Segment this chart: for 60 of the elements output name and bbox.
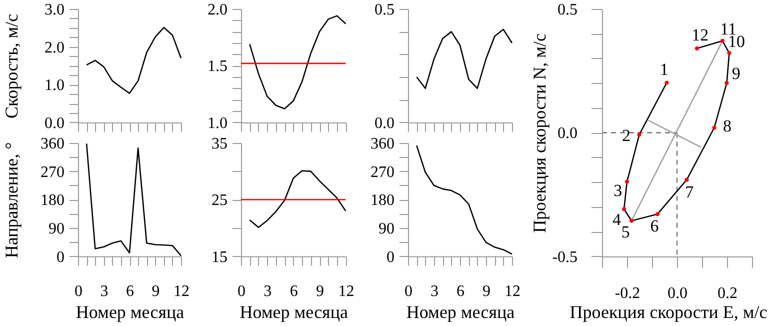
y-tick-label: 270 bbox=[40, 164, 64, 181]
x-tick-label: 12 bbox=[338, 282, 354, 300]
y-tick-label: 1.0 bbox=[44, 77, 65, 94]
annotation: 8 bbox=[722, 116, 732, 136]
x-tick-label: 9 bbox=[152, 282, 160, 300]
y-tick-label: 3.0 bbox=[44, 2, 65, 19]
y-axis-title: Направление, ° bbox=[2, 142, 22, 258]
annotation: 6 bbox=[650, 217, 659, 236]
x-tick-label: 0.0 bbox=[668, 285, 688, 302]
annotation: 3 bbox=[614, 181, 622, 200]
y-tick-label: 180 bbox=[370, 192, 394, 209]
x-tick-label: 9 bbox=[316, 282, 324, 300]
x-axis-title: Номер месяца bbox=[76, 301, 184, 322]
x-tick-label: 12 bbox=[504, 282, 520, 300]
annotation: 12 bbox=[692, 26, 709, 46]
y-tick-label: 2.0 bbox=[44, 40, 65, 57]
annotation: 1 bbox=[660, 60, 668, 80]
y-tick-label: 35 bbox=[212, 135, 228, 152]
x-axis-title: Номер месяца bbox=[240, 301, 348, 322]
y-tick-label: 180 bbox=[40, 192, 64, 209]
y-tick-label: 0 bbox=[56, 248, 64, 266]
x-tick-label: 6 bbox=[456, 282, 464, 300]
x-tick-label: 12 bbox=[174, 282, 190, 300]
y-tick-label: 2.0 bbox=[208, 2, 228, 19]
annotation: 7 bbox=[685, 182, 694, 202]
x-tick-label: 6 bbox=[126, 282, 134, 300]
y-tick-label: 15 bbox=[212, 248, 228, 266]
annotation: 2 bbox=[622, 126, 631, 146]
x-tick-label: 3 bbox=[430, 282, 438, 300]
x-axis-title: Номер месяца bbox=[406, 301, 515, 322]
y-tick-label: 360 bbox=[40, 135, 64, 152]
y-tick-label: 0 bbox=[386, 248, 394, 266]
y-tick-label: 0.5 bbox=[374, 2, 395, 19]
x-tick-label: 0 bbox=[404, 282, 412, 300]
x-tick-label: 6 bbox=[290, 282, 298, 300]
y-tick-label: 1.0 bbox=[208, 115, 228, 132]
y-tick-label: 0.0 bbox=[558, 126, 578, 143]
y-tick-label: 270 bbox=[370, 164, 394, 181]
annotation: 5 bbox=[621, 222, 630, 242]
y-tick-label: 0.0 bbox=[374, 115, 395, 132]
y-tick-label: 90 bbox=[48, 220, 65, 238]
annotation: 9 bbox=[732, 64, 740, 84]
y-tick-label: 0.5 bbox=[558, 2, 578, 19]
y-tick-label: 90 bbox=[378, 220, 395, 238]
y-tick-label: 360 bbox=[370, 135, 394, 152]
x-tick-label: 9 bbox=[482, 282, 490, 300]
y-tick-label: -0.5 bbox=[552, 249, 578, 266]
y-tick-label: 0.0 bbox=[44, 115, 65, 132]
x-tick-label: 0.2 bbox=[718, 285, 738, 302]
x-tick-label: 3 bbox=[100, 282, 108, 300]
y-tick-label: 25 bbox=[212, 192, 228, 209]
annotation: 4 bbox=[612, 210, 622, 230]
y-axis-title: Проекция скорости N, м/с bbox=[530, 34, 550, 234]
y-axis-title: Скорость, м/с bbox=[2, 14, 22, 119]
x-tick-label: 0 bbox=[74, 282, 82, 300]
x-tick-label: 0 bbox=[237, 282, 246, 300]
x-tick-label: 3 bbox=[264, 282, 272, 300]
x-tick-label: -0.2 bbox=[614, 285, 640, 302]
y-tick-label: 1.5 bbox=[208, 58, 228, 76]
x-axis-title: Проекция скорости E, м/с bbox=[570, 302, 768, 322]
